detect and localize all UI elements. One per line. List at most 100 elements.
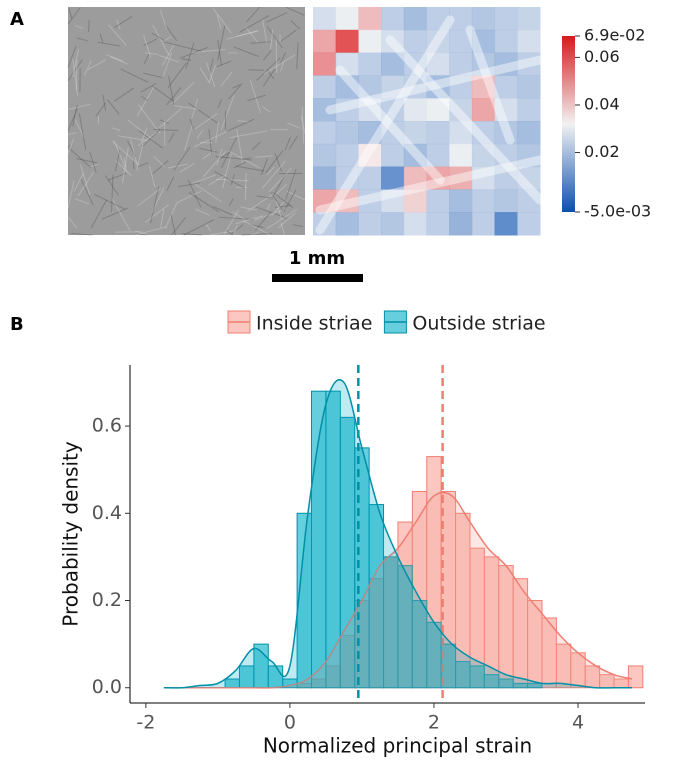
fiber <box>262 50 272 61</box>
fiber <box>272 192 294 208</box>
heatmap-cell <box>517 166 541 190</box>
fiber <box>208 129 213 154</box>
fiber <box>88 20 90 32</box>
fiber <box>108 172 128 181</box>
heatmap-cell <box>494 121 518 145</box>
fiber <box>195 208 210 216</box>
fiber <box>143 53 150 64</box>
fiber <box>189 118 195 131</box>
fiber <box>137 131 158 147</box>
fiber <box>215 121 220 143</box>
heatmap-cell <box>358 52 382 76</box>
fiber <box>110 56 128 65</box>
stria <box>335 65 445 185</box>
x-axis-label: Normalized principal strain <box>263 734 532 758</box>
heatmap-cell <box>358 98 382 122</box>
heatmap-cell <box>449 98 473 122</box>
fiber <box>137 162 149 168</box>
fiber <box>115 160 132 177</box>
fiber <box>266 12 288 23</box>
fiber <box>80 164 91 196</box>
heatmap-cell <box>494 98 518 122</box>
heatmap-cell <box>426 29 450 54</box>
fiber <box>275 39 278 73</box>
fiber <box>212 205 233 216</box>
micrograph <box>68 7 305 235</box>
fiber <box>231 211 245 220</box>
fiber <box>274 153 283 172</box>
heatmap-cell <box>517 29 541 54</box>
fiber <box>140 95 149 102</box>
x-tick-label: -2 <box>136 712 155 734</box>
heatmap-cell <box>358 166 382 190</box>
fiber <box>67 108 78 132</box>
heatmap-cell <box>335 121 359 145</box>
fiber <box>274 204 292 209</box>
heatmap-cell <box>403 52 427 76</box>
fiber <box>74 25 84 29</box>
heatmap-cell <box>403 7 427 31</box>
fiber <box>116 19 121 30</box>
fiber <box>270 192 284 212</box>
fiber <box>179 46 209 59</box>
fiber <box>218 216 254 221</box>
fiber <box>275 201 283 220</box>
heatmap-cell <box>403 166 427 190</box>
heatmap-cell <box>494 189 518 213</box>
fiber <box>67 132 77 136</box>
heatmap-cell <box>403 189 427 213</box>
heatmap-cell <box>517 143 541 168</box>
fiber <box>256 57 281 81</box>
legend-label: Inside striae <box>256 313 372 335</box>
fiber <box>233 224 238 236</box>
fiber <box>221 136 238 168</box>
heatmap-cell <box>471 52 496 76</box>
heatmap-cell <box>471 212 496 236</box>
y-tick-label: 0.2 <box>92 589 122 611</box>
fiber <box>226 30 258 40</box>
heatmap-cell <box>335 98 359 122</box>
heatmap-cell <box>358 189 382 213</box>
fiber <box>255 155 273 158</box>
fiber <box>288 135 299 150</box>
fiber <box>111 127 121 132</box>
fiber <box>249 223 264 228</box>
fiber <box>263 54 296 75</box>
fiber <box>67 138 75 154</box>
fiber <box>145 52 159 55</box>
heatmap-cell <box>517 7 541 31</box>
heatmap-cell <box>358 75 382 99</box>
y-tick-label: 0.4 <box>92 502 122 524</box>
fiber <box>191 174 217 184</box>
fiber <box>226 230 234 236</box>
fiber <box>127 119 153 140</box>
heatmap-cell <box>471 98 496 122</box>
heatmap-cell <box>381 98 405 122</box>
fiber <box>151 187 165 214</box>
histogram-bar <box>627 665 644 689</box>
stria <box>465 25 515 145</box>
stria <box>325 55 545 115</box>
fiber <box>161 44 175 66</box>
fiber <box>251 141 261 151</box>
fiber <box>279 52 287 64</box>
fiber <box>166 87 182 106</box>
fiber <box>217 151 231 161</box>
fiber <box>168 75 175 105</box>
fiber <box>150 186 160 224</box>
fiber <box>164 203 177 229</box>
fiber <box>142 129 160 147</box>
heatmap-cell <box>471 121 496 145</box>
fiber <box>179 162 196 173</box>
fiber <box>188 192 219 213</box>
fiber <box>132 161 135 170</box>
heatmap-cell <box>381 166 405 190</box>
heatmap-cell <box>381 75 405 99</box>
fiber <box>127 140 137 158</box>
fiber <box>210 230 236 236</box>
fiber <box>93 193 126 211</box>
fiber <box>90 163 100 168</box>
fiber <box>188 102 218 124</box>
heatmap-cell <box>313 166 337 190</box>
fiber <box>153 155 166 168</box>
